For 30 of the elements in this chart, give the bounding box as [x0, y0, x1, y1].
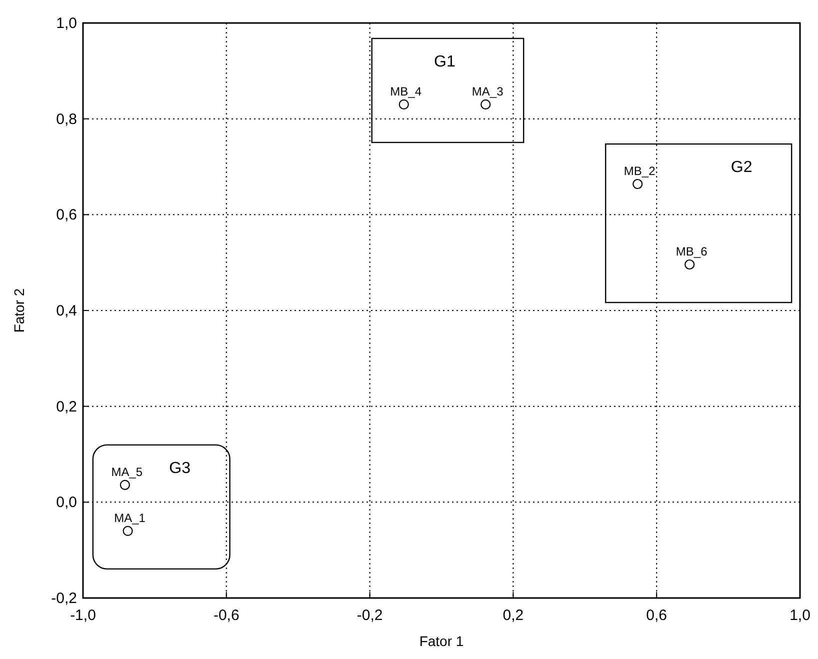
x-tick-label: -1,0: [70, 607, 96, 624]
x-axis-title: Fator 1: [419, 633, 464, 649]
y-tick-label: 0,8: [56, 110, 77, 128]
x-tick-label: 1,0: [790, 607, 810, 624]
annotation: MB_2: [624, 164, 656, 178]
y-tick-label: 0,4: [56, 302, 77, 320]
y-tick-label: 0,0: [56, 494, 77, 512]
x-tick-label: -0,2: [356, 607, 383, 624]
point: [122, 526, 133, 536]
y-tick-label: 0,2: [56, 398, 77, 416]
point: [684, 259, 695, 270]
point: [398, 99, 409, 110]
x-tick-label: 0,2: [502, 607, 524, 624]
point: [120, 480, 130, 490]
y-tick-label: 1,0: [56, 15, 77, 32]
annotation: MB_4: [390, 84, 422, 98]
x-tick-label: -0,6: [213, 607, 240, 624]
annotation: MA_1: [114, 510, 146, 525]
point: [632, 178, 643, 190]
point: [480, 99, 491, 110]
y-tick-label: -0,2: [51, 590, 77, 607]
x-tick-label: 0,6: [646, 607, 668, 624]
annotation: MA_5: [111, 464, 143, 479]
annotation: G3: [169, 460, 191, 477]
y-tick-label: 0,6: [56, 206, 77, 224]
annotation: G2: [730, 159, 752, 176]
annotation: MA_3: [472, 84, 504, 98]
annotation: G1: [434, 53, 456, 70]
annotation: MB_6: [676, 244, 708, 258]
y-axis-title: Fator 2: [11, 288, 27, 333]
